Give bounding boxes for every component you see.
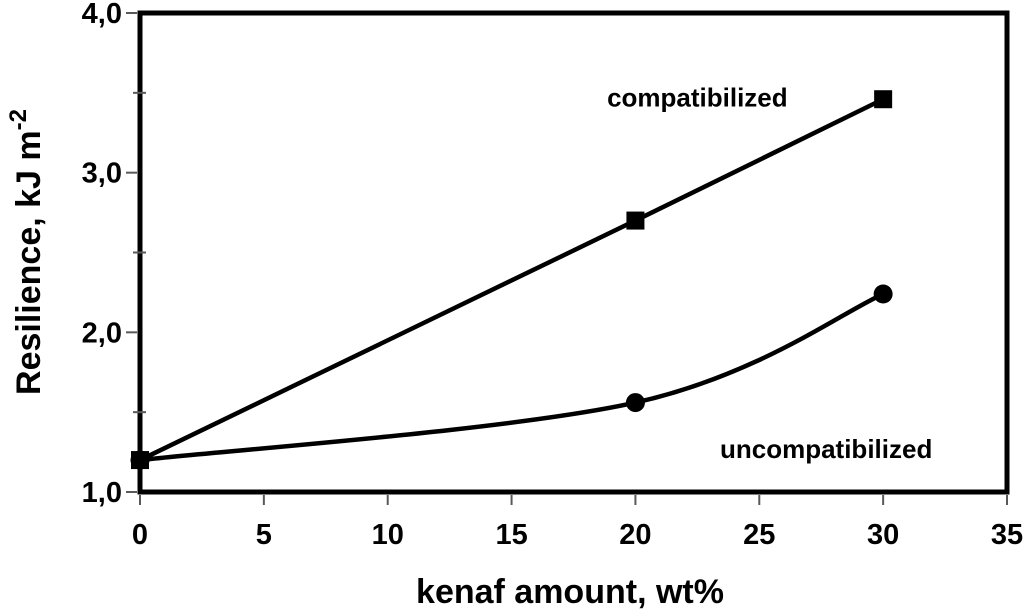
x-tick-label: 10 — [372, 519, 404, 551]
series-markers — [130, 90, 893, 470]
series-annotations: compatibilized uncompatibilized — [607, 83, 932, 464]
x-tick-label: 30 — [867, 519, 899, 551]
annotation-uncompatibilized: uncompatibilized — [720, 434, 932, 464]
series-line-compatibilized — [137, 96, 886, 463]
y-tick-label: 3,0 — [82, 158, 122, 190]
y-axis-title-text: Resilience, kJ m — [10, 130, 48, 395]
x-tick-label: 15 — [495, 519, 527, 551]
marker-square-compatibilized — [874, 90, 893, 109]
marker-circle-uncompatibilized — [625, 393, 645, 413]
y-axis-ticks: 1,0 2,0 3,0 4,0 — [82, 0, 146, 509]
x-axis-ticks: 0 5 10 15 20 25 30 35 — [132, 495, 1023, 551]
y-tick-label: 1,0 — [82, 477, 122, 509]
series-line-uncompatibilized — [137, 291, 886, 463]
marker-square-compatibilized — [626, 211, 645, 230]
x-axis-title: kenaf amount, wt% — [416, 573, 724, 611]
x-tick-label: 20 — [619, 519, 651, 551]
y-tick-label: 2,0 — [82, 317, 122, 349]
x-tick-label: 35 — [991, 519, 1023, 551]
marker-square-compatibilized — [131, 451, 149, 470]
y-axis-title-superscript: -2 — [5, 109, 32, 130]
y-tick-label: 4,0 — [82, 0, 122, 30]
x-tick-label: 5 — [256, 519, 272, 551]
x-tick-label: 25 — [743, 519, 775, 551]
series-lines — [137, 96, 886, 463]
y-axis-title: Resilience, kJ m-2 — [5, 109, 48, 395]
marker-circle-uncompatibilized — [873, 284, 893, 304]
x-tick-label: 0 — [132, 519, 148, 551]
annotation-compatibilized: compatibilized — [607, 83, 788, 113]
